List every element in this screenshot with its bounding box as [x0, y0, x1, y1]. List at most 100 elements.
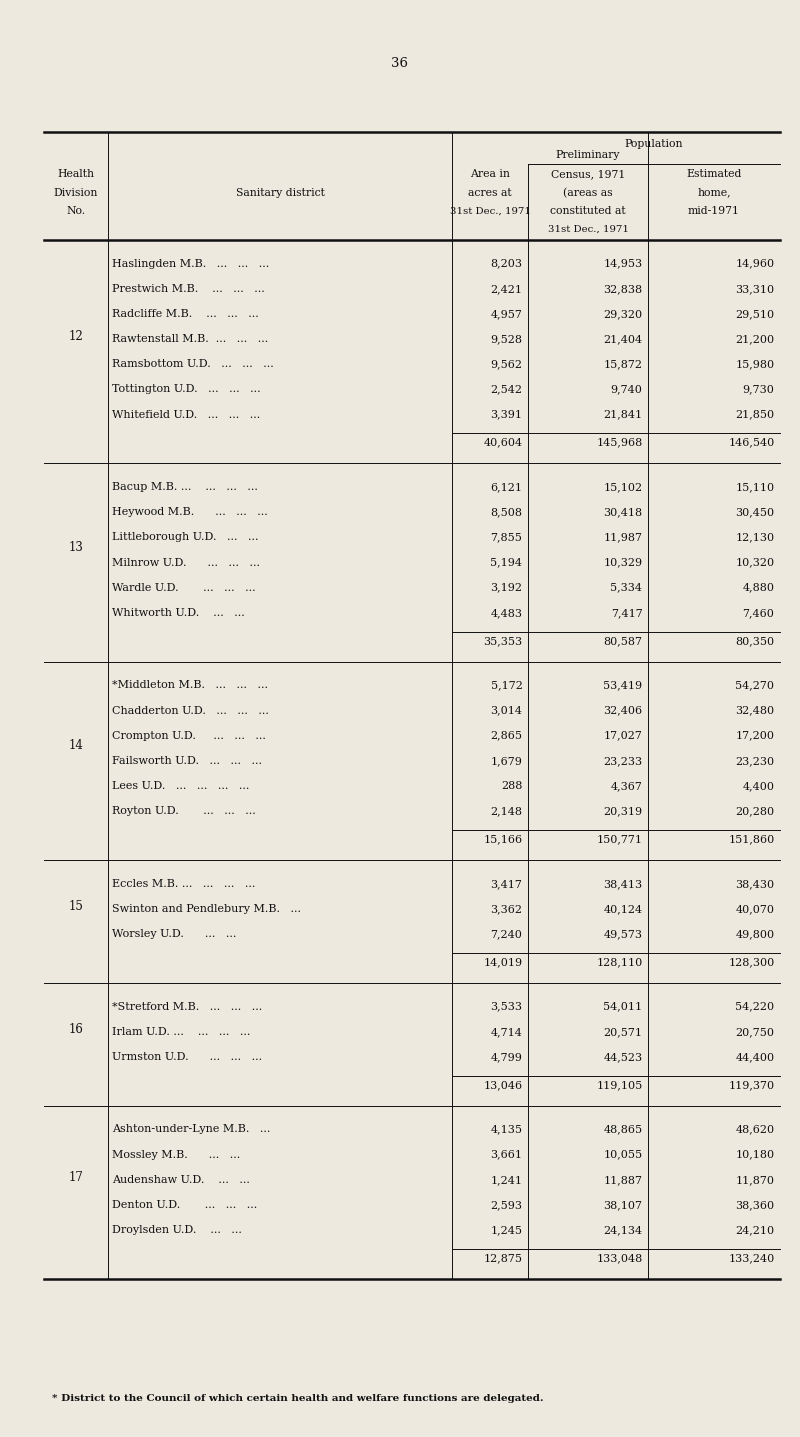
Text: 44,523: 44,523 — [603, 1052, 642, 1062]
Text: 4,135: 4,135 — [490, 1125, 522, 1134]
Text: No.: No. — [66, 205, 86, 216]
Text: 2,148: 2,148 — [490, 806, 522, 816]
Text: 9,730: 9,730 — [742, 384, 774, 394]
Text: *Stretford M.B.   ...   ...   ...: *Stretford M.B. ... ... ... — [112, 1002, 262, 1012]
Text: Crompton U.D.     ...   ...   ...: Crompton U.D. ... ... ... — [112, 730, 266, 740]
Text: 20,280: 20,280 — [735, 806, 774, 816]
Text: 14: 14 — [69, 739, 83, 752]
Text: Ramsbottom U.D.   ...   ...   ...: Ramsbottom U.D. ... ... ... — [112, 359, 274, 369]
Text: Audenshaw U.D.    ...   ...: Audenshaw U.D. ... ... — [112, 1175, 250, 1184]
Text: Irlam U.D. ...    ...   ...   ...: Irlam U.D. ... ... ... ... — [112, 1026, 250, 1036]
Text: 3,391: 3,391 — [490, 410, 522, 420]
Text: 17,200: 17,200 — [735, 730, 774, 740]
Text: Milnrow U.D.      ...   ...   ...: Milnrow U.D. ... ... ... — [112, 558, 260, 568]
Text: 21,850: 21,850 — [735, 410, 774, 420]
Text: 49,573: 49,573 — [603, 930, 642, 938]
Text: 14,953: 14,953 — [603, 259, 642, 269]
Text: 12,875: 12,875 — [483, 1253, 522, 1263]
Text: 5,194: 5,194 — [490, 558, 522, 568]
Text: 24,134: 24,134 — [603, 1224, 642, 1234]
Text: 32,480: 32,480 — [735, 706, 774, 716]
Text: 54,011: 54,011 — [603, 1002, 642, 1012]
Text: 35,353: 35,353 — [483, 635, 522, 645]
Text: 24,210: 24,210 — [735, 1224, 774, 1234]
Text: Lees U.D.   ...   ...   ...   ...: Lees U.D. ... ... ... ... — [112, 782, 250, 790]
Text: 3,661: 3,661 — [490, 1150, 522, 1160]
Text: 44,400: 44,400 — [735, 1052, 774, 1062]
Text: Denton U.D.       ...   ...   ...: Denton U.D. ... ... ... — [112, 1200, 258, 1210]
Text: 38,413: 38,413 — [603, 878, 642, 888]
Text: 9,562: 9,562 — [490, 359, 522, 369]
Text: Eccles M.B. ...   ...   ...   ...: Eccles M.B. ... ... ... ... — [112, 878, 255, 888]
Text: *Middleton M.B.   ...   ...   ...: *Middleton M.B. ... ... ... — [112, 681, 268, 690]
Text: 15: 15 — [69, 900, 83, 912]
Text: 146,540: 146,540 — [728, 437, 774, 447]
Text: Whitworth U.D.    ...   ...: Whitworth U.D. ... ... — [112, 608, 245, 618]
Text: mid-1971: mid-1971 — [688, 205, 740, 216]
Text: 119,370: 119,370 — [728, 1081, 774, 1089]
Text: Bacup M.B. ...    ...   ...   ...: Bacup M.B. ... ... ... ... — [112, 483, 258, 491]
Text: Haslingden M.B.   ...   ...   ...: Haslingden M.B. ... ... ... — [112, 259, 270, 269]
Text: 48,865: 48,865 — [603, 1125, 642, 1134]
Text: 9,740: 9,740 — [610, 384, 642, 394]
Text: 32,838: 32,838 — [603, 283, 642, 293]
Text: 4,799: 4,799 — [490, 1052, 522, 1062]
Text: 31st Dec., 1971: 31st Dec., 1971 — [450, 205, 530, 216]
Text: 49,800: 49,800 — [735, 930, 774, 938]
Text: 38,107: 38,107 — [603, 1200, 642, 1210]
Text: 3,192: 3,192 — [490, 583, 522, 592]
Text: 9,528: 9,528 — [490, 333, 522, 343]
Text: Chadderton U.D.   ...   ...   ...: Chadderton U.D. ... ... ... — [112, 706, 269, 716]
Text: Urmston U.D.      ...   ...   ...: Urmston U.D. ... ... ... — [112, 1052, 262, 1062]
Text: Census, 1971: Census, 1971 — [551, 168, 625, 178]
Text: Mossley M.B.      ...   ...: Mossley M.B. ... ... — [112, 1150, 240, 1160]
Text: 21,200: 21,200 — [735, 333, 774, 343]
Text: 3,533: 3,533 — [490, 1002, 522, 1012]
Text: * District to the Council of which certain health and welfare functions are dele: * District to the Council of which certa… — [52, 1394, 544, 1403]
Text: Wardle U.D.       ...   ...   ...: Wardle U.D. ... ... ... — [112, 583, 256, 592]
Text: 2,593: 2,593 — [490, 1200, 522, 1210]
Text: 29,510: 29,510 — [735, 309, 774, 319]
Text: 128,300: 128,300 — [728, 957, 774, 967]
Text: 1,245: 1,245 — [490, 1224, 522, 1234]
Text: 80,587: 80,587 — [603, 635, 642, 645]
Text: Failsworth U.D.   ...   ...   ...: Failsworth U.D. ... ... ... — [112, 756, 262, 766]
Text: 10,180: 10,180 — [735, 1150, 774, 1160]
Text: acres at: acres at — [468, 187, 512, 197]
Text: 2,865: 2,865 — [490, 730, 522, 740]
Text: Estimated: Estimated — [686, 168, 742, 178]
Text: Division: Division — [54, 187, 98, 197]
Text: 29,320: 29,320 — [603, 309, 642, 319]
Text: Rawtenstall M.B.  ...   ...   ...: Rawtenstall M.B. ... ... ... — [112, 333, 268, 343]
Text: 38,430: 38,430 — [735, 878, 774, 888]
Text: Population: Population — [625, 139, 683, 149]
Text: 10,055: 10,055 — [603, 1150, 642, 1160]
Text: 4,400: 4,400 — [742, 782, 774, 790]
Text: 7,855: 7,855 — [490, 533, 522, 542]
Text: 30,450: 30,450 — [735, 507, 774, 517]
Text: 4,880: 4,880 — [742, 583, 774, 592]
Text: 14,019: 14,019 — [483, 957, 522, 967]
Text: 8,203: 8,203 — [490, 259, 522, 269]
Text: 3,362: 3,362 — [490, 904, 522, 914]
Text: 133,048: 133,048 — [596, 1253, 642, 1263]
Text: 6,121: 6,121 — [490, 483, 522, 491]
Text: Swinton and Pendlebury M.B.   ...: Swinton and Pendlebury M.B. ... — [112, 904, 301, 914]
Text: 31st Dec., 1971: 31st Dec., 1971 — [547, 224, 629, 234]
Text: 4,367: 4,367 — [610, 782, 642, 790]
Text: 8,508: 8,508 — [490, 507, 522, 517]
Text: 11,987: 11,987 — [603, 533, 642, 542]
Text: 145,968: 145,968 — [596, 437, 642, 447]
Text: 15,110: 15,110 — [735, 483, 774, 491]
Text: 48,620: 48,620 — [735, 1125, 774, 1134]
Text: 23,233: 23,233 — [603, 756, 642, 766]
Text: Royton U.D.       ...   ...   ...: Royton U.D. ... ... ... — [112, 806, 256, 816]
Text: Preliminary: Preliminary — [556, 149, 620, 160]
Text: 2,421: 2,421 — [490, 283, 522, 293]
Text: 4,483: 4,483 — [490, 608, 522, 618]
Text: home,: home, — [697, 187, 731, 197]
Text: 54,220: 54,220 — [735, 1002, 774, 1012]
Text: 133,240: 133,240 — [728, 1253, 774, 1263]
Text: 12,130: 12,130 — [735, 533, 774, 542]
Text: 30,418: 30,418 — [603, 507, 642, 517]
